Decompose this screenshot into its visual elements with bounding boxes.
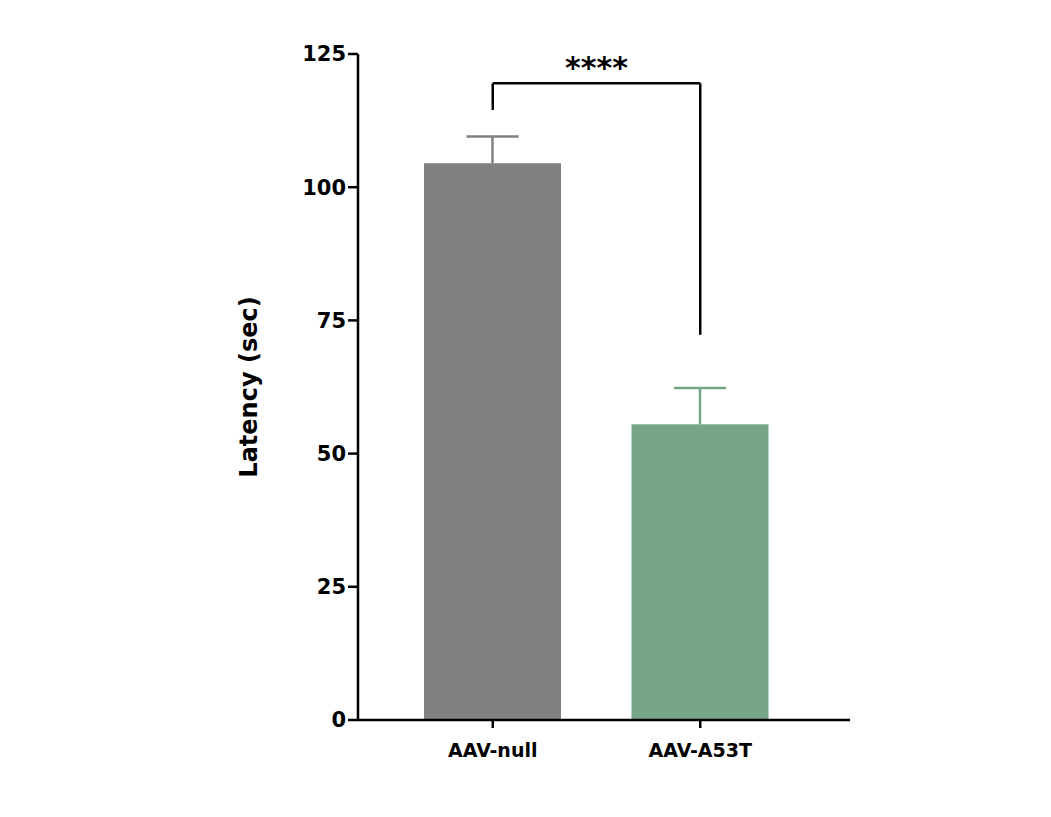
svg-text:25: 25 xyxy=(317,575,346,599)
svg-text:0: 0 xyxy=(331,708,346,732)
svg-text:125: 125 xyxy=(302,42,346,66)
svg-text:75: 75 xyxy=(317,309,346,333)
svg-text:100: 100 xyxy=(302,176,346,200)
svg-text:AAV-null: AAV-null xyxy=(448,739,537,761)
svg-text:****: **** xyxy=(565,50,628,85)
svg-text:Latency (sec): Latency (sec) xyxy=(235,296,263,477)
svg-text:50: 50 xyxy=(317,442,346,466)
svg-text:AAV-A53T: AAV-A53T xyxy=(649,739,752,761)
